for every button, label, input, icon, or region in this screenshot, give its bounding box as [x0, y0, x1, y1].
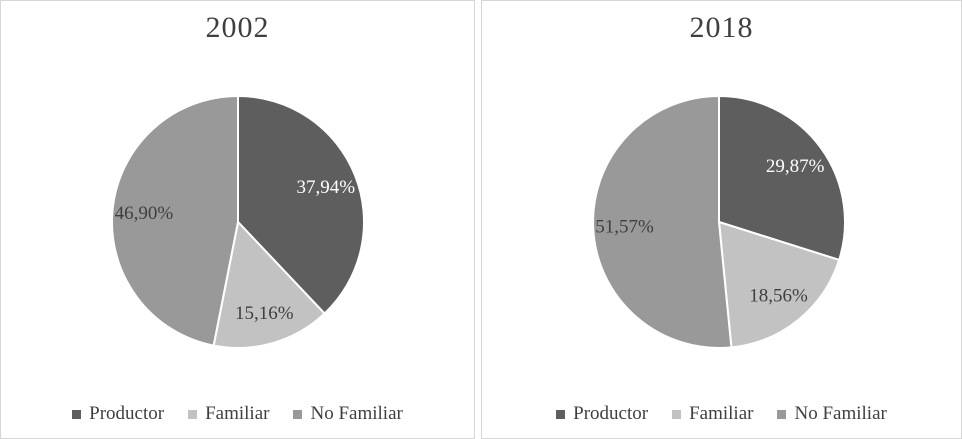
- pie-slice-productor: [237, 95, 365, 315]
- slice-value-label-no-familiar: 46,90%: [115, 203, 174, 224]
- chart-panel-2018: 2018 29,87% 18,56% 51,57% Productor Famili…: [481, 0, 962, 439]
- pie-chart-2018: 29,87% 18,56% 51,57%: [592, 95, 846, 349]
- legend-marker-no-familiar-icon: [293, 409, 303, 419]
- legend-label-no-familiar: No Familiar: [310, 403, 403, 424]
- legend-marker-productor-icon: [556, 409, 566, 419]
- legend-2002: Productor Familiar No Familiar: [1, 403, 474, 425]
- legend-label-no-familiar: No Familiar: [794, 403, 887, 424]
- legend-item-productor: Productor: [72, 403, 164, 425]
- legend-marker-no-familiar-icon: [777, 409, 787, 419]
- pie-slice-no-familiar: [111, 95, 239, 347]
- slice-value-label-productor: 29,87%: [766, 156, 825, 177]
- pie-slice-productor: [718, 95, 846, 261]
- chart-title-2002: 2002: [205, 11, 270, 44]
- legend-marker-familiar-icon: [672, 409, 682, 419]
- legend-marker-familiar-icon: [188, 409, 198, 419]
- legend-label-familiar: Familiar: [205, 403, 270, 424]
- slice-value-label-familiar: 18,56%: [749, 285, 808, 306]
- slice-value-label-productor: 37,94%: [297, 177, 356, 198]
- pie-chart-2002: 37,94% 15,16% 46,90%: [111, 95, 365, 349]
- legend-label-productor: Productor: [89, 403, 165, 424]
- legend-marker-productor-icon: [72, 409, 82, 419]
- legend-item-no-familiar: No Familiar: [293, 403, 403, 425]
- legend-item-familiar: Familiar: [188, 403, 269, 425]
- chart-title-2018: 2018: [689, 11, 754, 44]
- pie-slice-familiar: [212, 221, 326, 349]
- pie-slice-no-familiar: [592, 95, 733, 349]
- legend-item-familiar: Familiar: [672, 403, 753, 425]
- legend-item-productor: Productor: [556, 403, 648, 425]
- legend-label-familiar: Familiar: [689, 403, 754, 424]
- legend-label-productor: Productor: [573, 403, 649, 424]
- legend-item-no-familiar: No Familiar: [777, 403, 887, 425]
- slice-value-label-familiar: 15,16%: [235, 303, 294, 324]
- chart-panel-2002: 2002 37,94% 15,16% 46,90% Productor Famili…: [0, 0, 475, 439]
- slice-value-label-no-familiar: 51,57%: [595, 217, 654, 238]
- pie-slice-familiar: [718, 221, 841, 349]
- legend-2018: Productor Familiar No Familiar: [482, 403, 961, 425]
